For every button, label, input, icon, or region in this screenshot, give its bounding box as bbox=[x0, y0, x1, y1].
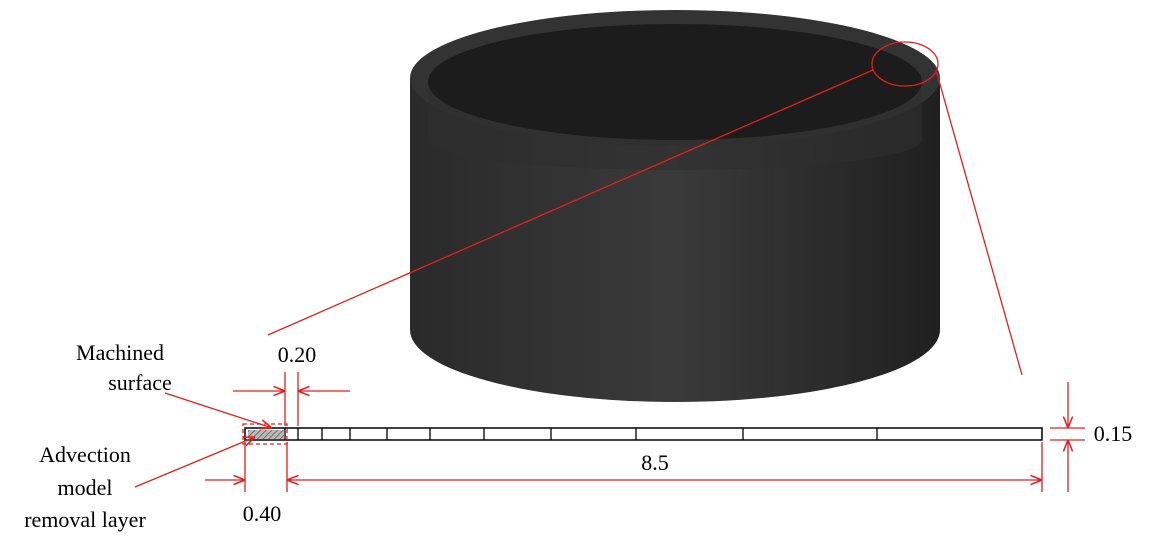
label: model bbox=[58, 475, 113, 500]
dimension-label: 8.5 bbox=[641, 450, 669, 475]
mesh-strip bbox=[243, 424, 1042, 444]
dimension-label: 0.40 bbox=[243, 501, 282, 526]
diagram: Machined surface Advection model removal… bbox=[0, 0, 1151, 537]
zoom-line bbox=[936, 70, 1022, 375]
dimension-label: 0.20 bbox=[278, 342, 317, 367]
label: removal layer bbox=[24, 507, 146, 532]
dimension-label: 0.15 bbox=[1094, 421, 1133, 446]
label: Advection bbox=[39, 442, 131, 467]
label: surface bbox=[108, 370, 172, 395]
label: Machined bbox=[76, 340, 164, 365]
cylinder bbox=[410, 10, 940, 402]
